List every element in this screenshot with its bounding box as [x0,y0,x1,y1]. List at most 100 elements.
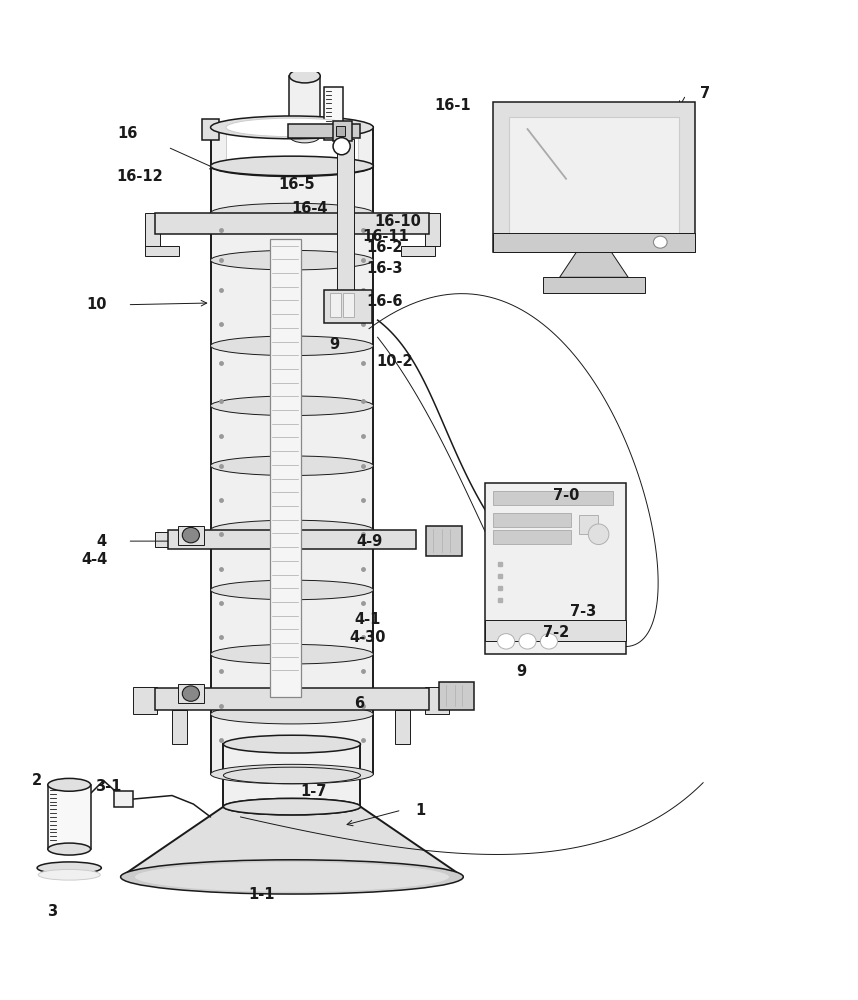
Polygon shape [269,239,300,697]
Ellipse shape [223,798,360,815]
Text: 16-3: 16-3 [366,261,402,276]
Bar [178,526,203,545]
Text: 16-1: 16-1 [435,98,471,113]
Polygon shape [48,785,91,849]
Bar [287,124,360,138]
Ellipse shape [519,634,536,649]
Polygon shape [559,252,628,277]
Bar [509,117,680,234]
Bar [324,87,343,140]
Ellipse shape [121,860,463,894]
Bar [493,233,694,252]
Text: 7-0: 7-0 [553,488,579,503]
Bar [178,684,203,703]
Text: 16-11: 16-11 [363,229,409,244]
Polygon shape [210,127,373,166]
Ellipse shape [541,634,558,649]
Bar [485,483,626,654]
Text: 9: 9 [329,337,340,352]
Text: 16-6: 16-6 [366,294,402,309]
Text: 7-3: 7-3 [570,604,596,619]
Ellipse shape [210,704,373,724]
Text: 2: 2 [32,773,42,788]
Bar [343,293,353,317]
Text: 4-30: 4-30 [349,630,385,645]
Ellipse shape [38,869,100,880]
Text: 16-2: 16-2 [366,240,402,255]
Text: 10-2: 10-2 [377,354,413,369]
Text: 4-9: 4-9 [356,534,382,549]
Ellipse shape [182,686,199,701]
Bar [145,213,160,246]
Polygon shape [289,76,320,136]
Ellipse shape [210,520,373,540]
Bar [493,513,571,527]
Ellipse shape [48,843,91,855]
Ellipse shape [226,118,358,137]
Text: 16-12: 16-12 [116,169,163,184]
Bar [336,126,345,136]
Ellipse shape [210,644,373,664]
Text: 4-4: 4-4 [82,552,108,567]
Ellipse shape [223,735,360,753]
Text: 16-5: 16-5 [279,177,316,192]
Bar [330,293,341,317]
Ellipse shape [654,236,668,248]
Bar [395,710,410,744]
Text: 7-2: 7-2 [542,625,569,640]
Polygon shape [337,139,354,312]
Ellipse shape [210,764,373,784]
Polygon shape [223,744,360,807]
Bar [485,620,626,641]
Ellipse shape [210,396,373,416]
Bar [167,530,416,549]
Ellipse shape [289,129,320,143]
Bar [493,530,571,544]
Bar [401,246,435,256]
Polygon shape [210,166,373,774]
Text: 1-7: 1-7 [300,784,327,799]
Ellipse shape [498,634,515,649]
Bar [425,213,440,246]
Ellipse shape [48,778,91,791]
Bar [134,687,158,714]
Ellipse shape [210,580,373,600]
Ellipse shape [182,527,199,543]
Ellipse shape [37,862,101,874]
Text: 16: 16 [118,126,137,141]
Bar [425,687,449,714]
Bar [155,213,429,234]
Ellipse shape [210,155,373,177]
Bar [155,532,170,547]
Ellipse shape [589,524,609,545]
Bar [439,682,474,710]
Bar [155,688,429,710]
Ellipse shape [223,767,360,784]
Bar [114,791,133,807]
Bar [172,710,187,744]
Ellipse shape [135,861,450,892]
Polygon shape [226,132,358,164]
Ellipse shape [210,203,373,223]
Text: 4: 4 [97,534,107,549]
Bar [493,102,694,252]
Text: 16-10: 16-10 [374,214,420,229]
Bar [202,119,219,140]
Bar [426,526,462,556]
Bar [145,246,178,256]
Bar [333,121,352,141]
Text: 4-1: 4-1 [354,612,380,627]
Ellipse shape [210,156,373,176]
Polygon shape [121,807,463,877]
Ellipse shape [210,336,373,356]
Text: 1: 1 [415,803,426,818]
Text: 6: 6 [353,696,364,711]
Ellipse shape [223,798,360,815]
Bar [579,515,598,534]
Text: 9: 9 [517,664,527,679]
Ellipse shape [289,69,320,83]
Text: 3: 3 [47,904,57,919]
Ellipse shape [210,250,373,270]
Bar [493,491,613,505]
Ellipse shape [210,456,373,476]
